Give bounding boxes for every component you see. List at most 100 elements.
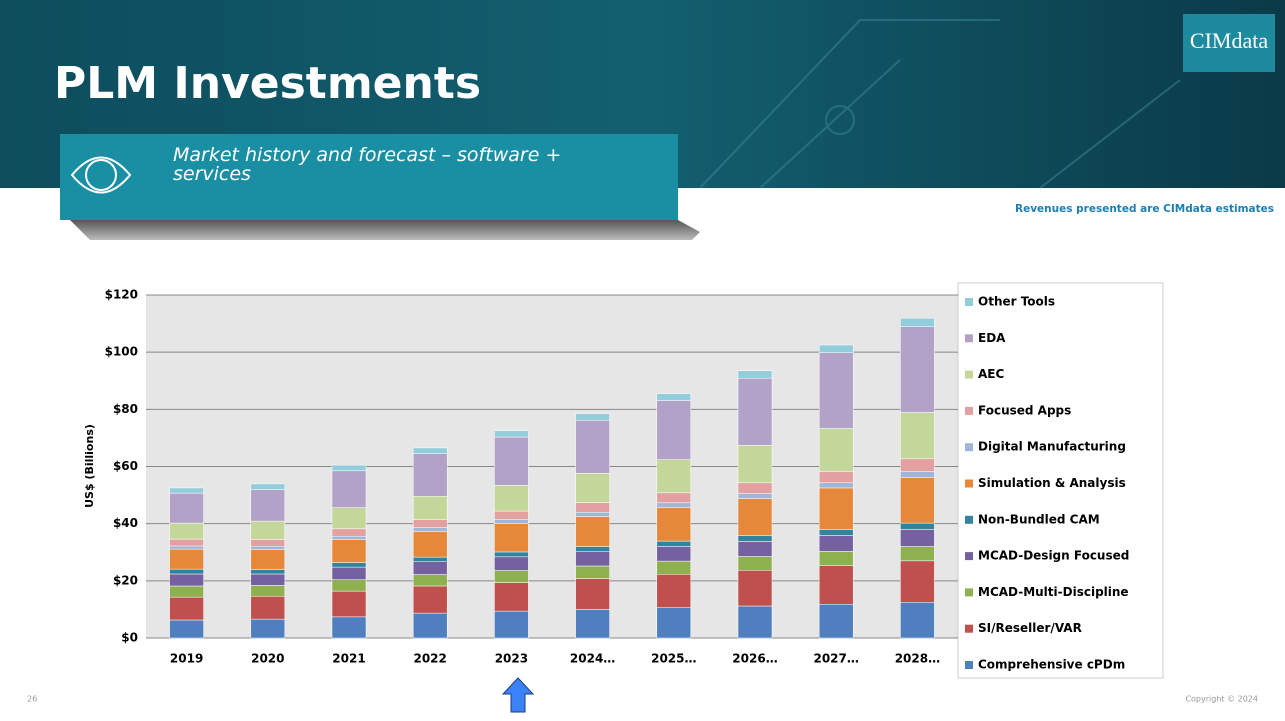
bar-segment: [656, 560, 692, 575]
bar-segment: [169, 573, 204, 587]
bar-segment: [818, 344, 854, 353]
bar-segment: [737, 556, 773, 571]
bar-segment: [412, 447, 448, 454]
y-tick-label: $100: [105, 345, 138, 359]
bar-segment: [412, 527, 448, 532]
bar-segment: [737, 605, 773, 639]
subtitle-wrap: Market history and forecast – software +…: [173, 146, 561, 184]
bar-segment: [412, 453, 448, 497]
bar-segment: [412, 574, 448, 587]
bar-segment: [656, 540, 692, 547]
copyright: Copyright © 2024: [1185, 695, 1258, 704]
bar-segment: [412, 531, 448, 558]
logo-box: [1183, 14, 1275, 72]
bar-segment: [656, 459, 692, 494]
bar-segment: [818, 565, 854, 605]
bar-segment: [900, 317, 935, 327]
bar-segment: [169, 619, 204, 639]
bar-segment: [818, 604, 854, 639]
bar-segment: [656, 400, 692, 460]
bar-segment: [494, 436, 529, 486]
y-tick-label: $60: [113, 459, 138, 473]
legend-label: Simulation & Analysis: [978, 476, 1126, 490]
bar-segment: [494, 485, 529, 512]
bar-segment: [412, 495, 448, 520]
x-tick-label: 2021: [332, 652, 365, 666]
legend-swatch: [965, 588, 973, 597]
legend-label: Comprehensive cPDm: [978, 658, 1125, 672]
bar-segment: [900, 560, 935, 603]
bar-segment: [818, 471, 854, 484]
bar-segment: [169, 545, 204, 550]
bar-segment: [900, 529, 935, 547]
legend-swatch: [965, 624, 973, 633]
bar-segment: [250, 549, 286, 570]
bar-segment: [737, 498, 773, 536]
bar-segment: [169, 596, 204, 621]
legend-swatch: [965, 515, 973, 524]
bar-segment: [331, 507, 367, 530]
bar-segment: [900, 471, 935, 478]
bar-segment: [656, 492, 692, 504]
bar-segment: [169, 487, 204, 494]
legend-label: Focused Apps: [978, 403, 1071, 417]
bar-segment: [900, 602, 935, 639]
bar-segment: [737, 445, 773, 484]
bar-segment: [575, 419, 610, 474]
bar-segment: [250, 539, 286, 547]
bar-segment: [900, 546, 935, 562]
bar-segment: [737, 482, 773, 494]
bar-segment: [250, 618, 286, 639]
bar-segment: [900, 477, 935, 524]
x-tick-label: 2027…: [813, 652, 858, 666]
bar-segment: [737, 541, 773, 557]
bar-segment: [169, 522, 204, 540]
legend-swatch: [965, 298, 973, 306]
eye-icon: [70, 156, 132, 194]
bar-segment: [331, 616, 367, 639]
bar-segment: [900, 522, 935, 530]
y-tick-label: $20: [113, 573, 138, 587]
bar-segment: [250, 489, 286, 522]
y-axis-label: US$ (Billions): [83, 424, 96, 508]
y-tick-label: $40: [113, 516, 138, 530]
bar-segment: [331, 464, 367, 472]
bar-segment: [494, 519, 529, 524]
bar-segment: [656, 574, 692, 608]
logo: CIMdata: [1190, 28, 1268, 53]
bar-segment: [656, 502, 692, 508]
bar-segment: [169, 538, 204, 547]
bar-segment: [575, 609, 610, 639]
bar-segment: [818, 535, 854, 552]
bar-segment: [494, 523, 529, 553]
bar-segment: [169, 585, 204, 598]
legend-swatch: [965, 406, 973, 415]
legend-label: Digital Manufacturing: [978, 440, 1126, 454]
arrow-marker: [501, 677, 535, 713]
bar-segment: [250, 573, 286, 586]
bar-segment: [331, 539, 367, 563]
bar-segment: [575, 565, 610, 579]
x-tick-label: 2025…: [651, 652, 696, 666]
bar-segment: [818, 487, 854, 530]
bar-segment: [575, 413, 610, 421]
legend-label: SI/Reseller/VAR: [978, 621, 1082, 635]
legend-label: AEC: [978, 367, 1004, 381]
bar-segment: [900, 458, 935, 472]
bar-segment: [169, 492, 204, 524]
bar-segment: [331, 590, 367, 618]
bar-segment: [900, 412, 935, 460]
legend-box: [957, 282, 1164, 679]
legend-swatch: [965, 370, 973, 379]
bar-segment: [331, 470, 367, 508]
y-tick-label: $120: [105, 288, 138, 302]
legend-label: Non-Bundled CAM: [978, 512, 1100, 526]
bar-segment: [250, 545, 286, 550]
bar-segment: [331, 579, 367, 592]
legend-swatch: [965, 334, 973, 343]
bar-segment: [331, 528, 367, 537]
legend-label: EDA: [978, 331, 1006, 345]
bar-segment: [169, 548, 204, 570]
y-tick-label: $80: [113, 402, 138, 416]
bar-segment: [412, 556, 448, 562]
